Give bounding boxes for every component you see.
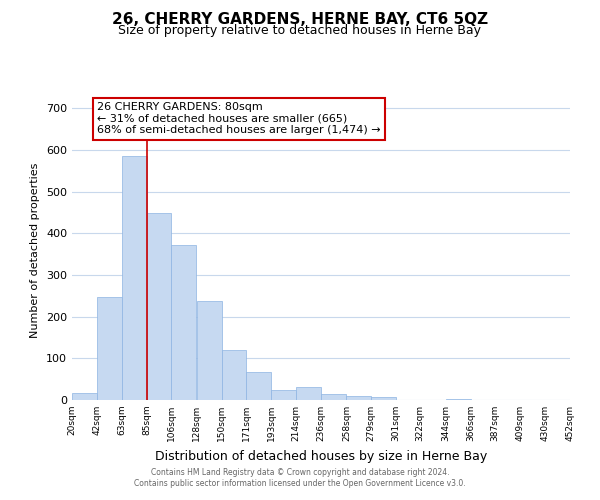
Bar xyxy=(171,245,196,400)
Bar xyxy=(222,350,246,400)
Bar xyxy=(197,301,222,400)
Bar xyxy=(371,396,396,400)
Text: Contains HM Land Registry data © Crown copyright and database right 2024.
Contai: Contains HM Land Registry data © Crown c… xyxy=(134,468,466,487)
Bar xyxy=(321,394,346,400)
Bar xyxy=(122,156,147,400)
X-axis label: Distribution of detached houses by size in Herne Bay: Distribution of detached houses by size … xyxy=(155,450,487,462)
Bar xyxy=(72,392,97,400)
Bar xyxy=(246,372,271,400)
Bar xyxy=(296,387,321,400)
Text: 26, CHERRY GARDENS, HERNE BAY, CT6 5QZ: 26, CHERRY GARDENS, HERNE BAY, CT6 5QZ xyxy=(112,12,488,28)
Bar xyxy=(445,399,471,400)
Y-axis label: Number of detached properties: Number of detached properties xyxy=(31,162,40,338)
Bar xyxy=(271,390,296,400)
Text: 26 CHERRY GARDENS: 80sqm
← 31% of detached houses are smaller (665)
68% of semi-: 26 CHERRY GARDENS: 80sqm ← 31% of detach… xyxy=(97,102,381,136)
Bar xyxy=(147,214,171,400)
Bar xyxy=(97,296,122,400)
Bar xyxy=(346,396,371,400)
Text: Size of property relative to detached houses in Herne Bay: Size of property relative to detached ho… xyxy=(119,24,482,37)
